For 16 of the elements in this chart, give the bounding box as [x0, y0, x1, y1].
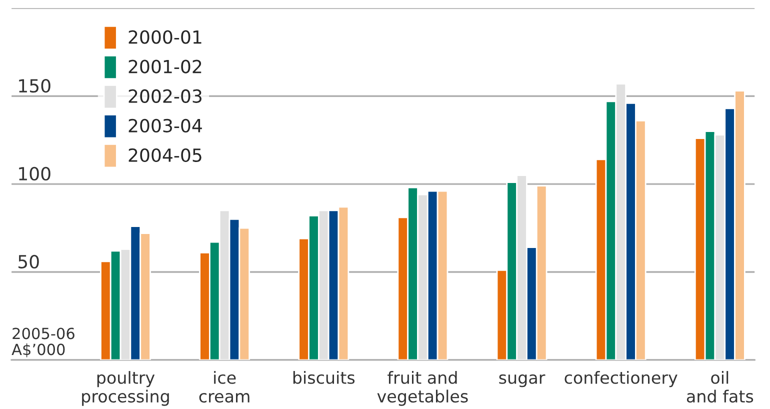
legend-label: 2004-05: [128, 148, 202, 162]
x-tick-label: poultry processing: [82, 371, 169, 406]
x-tick-label: ice cream: [199, 371, 250, 403]
x-tick-label: biscuits: [293, 371, 355, 384]
y-axis-title: 2005-06 A$’000: [12, 328, 74, 358]
legend-label: 2001-02: [128, 60, 202, 74]
legend-label: 2000-01: [128, 30, 202, 44]
x-tick-label: oil and fats: [686, 371, 754, 403]
x-tick-label: confectionery: [564, 371, 678, 388]
legend-label: 2002-03: [128, 89, 202, 103]
x-tick-label: sugar: [499, 374, 546, 388]
legend-label: 2003-04: [128, 118, 202, 132]
x-tick-label: fruit and vegetables: [377, 371, 468, 406]
y-tick-label: 50: [18, 254, 39, 268]
y-tick-label: 150: [19, 78, 50, 93]
y-tick-label: 100: [19, 166, 50, 181]
